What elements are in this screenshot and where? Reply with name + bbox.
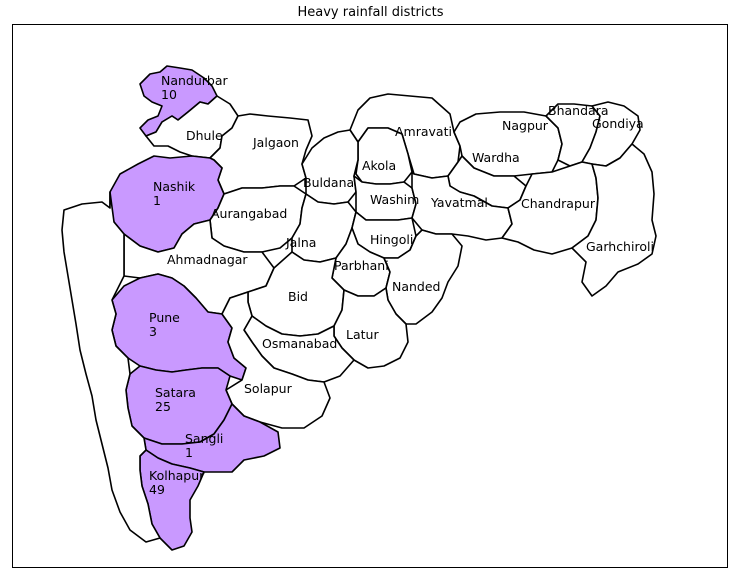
label-name-gondiya: Gondiya [592,116,644,131]
label-bid: Bid [288,289,308,304]
label-name-garhchiroli: Garhchiroli [586,239,654,254]
labels-layer: Nandurbar 10 Dhule Jalgaon Amravati NagpurBha… [149,73,654,497]
label-nanded: Nanded [392,279,441,294]
label-satara: Satara 25 [155,385,196,414]
label-chandrapur: Chandrapur [521,196,596,211]
map-frame: Nandurbar 10 Dhule Jalgaon Amravati Nagpur Bha… [12,24,728,568]
label-name-pune: Pune [149,310,180,325]
district-konkan-coast [61,191,161,543]
label-name-chandrapur: Chandrapur [521,196,596,211]
label-name-satara: Satara [155,385,196,400]
label-name-nashik: Nashik [153,179,196,194]
districts-layer [61,65,657,551]
district-dhule [145,95,239,159]
label-value-nashik: 1 [153,193,161,208]
label-kolhapur: Kolhapur 49 [149,468,205,497]
label-value-pune: 3 [149,324,157,339]
label-name-yavatmal: Yavatmal [430,195,488,210]
label-name-jalna: Jalna [285,235,316,250]
label-name-dhule: Dhule [186,128,223,143]
label-nandurbar: Nandurbar 10 [161,73,229,102]
label-akola: Akola [362,158,396,173]
label-yavatmal: Yavatmal [430,195,488,210]
label-solapur: Solapur [244,381,293,396]
label-jalna: Jalna [285,235,316,250]
label-garhchiroli: Garhchiroli [586,239,654,254]
label-ahmadnagar: Ahmadnagar [167,252,248,267]
label-amravati: Amravati [395,124,452,139]
label-value-kolhapur: 49 [149,482,165,497]
label-name-nanded: Nanded [392,279,441,294]
label-name-solapur: Solapur [244,381,293,396]
label-washim: Washim [370,192,419,207]
label-name-osmanabad: Osmanabad [262,336,337,351]
label-gondiya: Gondiya [592,116,644,131]
label-value-sangli: 1 [185,445,193,460]
label-name-washim: Washim [370,192,419,207]
label-sangli: Sangli 1 [185,431,223,460]
label-buldana: Buldana [303,175,354,190]
label-name-parbhani: Parbhani [334,258,389,273]
label-wardha: Wardha [472,150,520,165]
label-name-aurangabad: Aurangabad [211,206,287,221]
label-hingoli: Hingoli [370,232,413,247]
label-osmanabad: Osmanabad [262,336,337,351]
label-name-bhandara: Bhandara [548,103,608,118]
label-name-akola: Akola [362,158,396,173]
label-aurangabad: Aurangabad [211,206,287,221]
label-name-bid: Bid [288,289,308,304]
label-name-latur: Latur [346,327,379,342]
map-canvas: Nandurbar 10 Dhule Jalgaon Amravati NagpurBha… [12,24,728,568]
label-pune: Pune 3 [149,310,180,339]
label-nagpur: Nagpur [502,118,549,133]
label-name-jalgaon: Jalgaon [252,135,299,150]
label-value-nandurbar: 10 [161,87,177,102]
district-garhchiroli [571,143,657,297]
label-name-nagpur: Nagpur [502,118,549,133]
label-name-ahmadnagar: Ahmadnagar [167,252,248,267]
label-name-kolhapur: Kolhapur [149,468,205,483]
label-name-hingoli: Hingoli [370,232,413,247]
label-nashik: Nashik 1 [153,179,196,208]
label-name-sangli: Sangli [185,431,223,446]
label-jalgaon: Jalgaon [252,135,299,150]
label-latur: Latur [346,327,379,342]
label-dhule: Dhule [186,128,223,143]
map-title: Heavy rainfall districts [297,5,444,20]
label-name-wardha: Wardha [472,150,520,165]
label-value-satara: 25 [155,399,171,414]
label-name-amravati: Amravati [395,124,452,139]
label-bhandara: Bhandara [548,103,608,118]
label-name-buldana: Buldana [303,175,354,190]
label-parbhani: Parbhani [334,258,389,273]
label-name-nandurbar: Nandurbar [161,73,229,88]
